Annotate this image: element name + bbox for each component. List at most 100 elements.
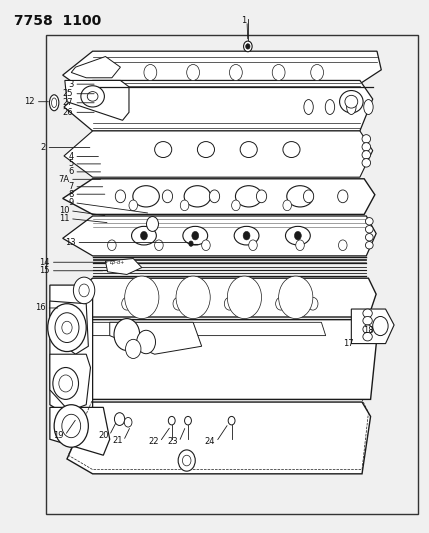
Ellipse shape: [283, 142, 300, 158]
Circle shape: [115, 190, 126, 203]
Text: 5: 5: [68, 159, 73, 168]
Polygon shape: [64, 80, 373, 131]
Circle shape: [173, 297, 183, 310]
Ellipse shape: [362, 151, 371, 159]
Ellipse shape: [363, 309, 372, 318]
Circle shape: [184, 416, 191, 425]
Polygon shape: [67, 402, 371, 474]
Circle shape: [249, 240, 257, 251]
Text: 3: 3: [68, 79, 73, 88]
Circle shape: [246, 44, 250, 49]
Circle shape: [55, 313, 79, 343]
Circle shape: [129, 200, 138, 211]
Text: 18: 18: [363, 326, 374, 335]
Ellipse shape: [340, 91, 363, 113]
Circle shape: [257, 190, 267, 203]
Circle shape: [311, 64, 323, 80]
Ellipse shape: [363, 333, 372, 341]
Circle shape: [230, 64, 242, 80]
Circle shape: [124, 417, 132, 427]
Ellipse shape: [154, 142, 172, 158]
Polygon shape: [63, 278, 376, 317]
Text: 23: 23: [168, 438, 178, 447]
Circle shape: [125, 276, 159, 319]
Circle shape: [192, 231, 199, 240]
Ellipse shape: [133, 185, 159, 207]
Ellipse shape: [183, 227, 208, 245]
Ellipse shape: [178, 284, 208, 311]
Circle shape: [338, 190, 348, 203]
Ellipse shape: [184, 185, 211, 207]
Circle shape: [232, 200, 240, 211]
Text: 19: 19: [54, 431, 64, 440]
Polygon shape: [50, 285, 93, 418]
Polygon shape: [65, 80, 129, 120]
Circle shape: [243, 231, 250, 240]
Ellipse shape: [281, 284, 311, 311]
Circle shape: [114, 319, 140, 351]
Ellipse shape: [363, 317, 372, 325]
Ellipse shape: [304, 100, 313, 115]
Circle shape: [48, 304, 86, 352]
Circle shape: [154, 240, 163, 251]
Text: 21: 21: [112, 437, 123, 446]
Text: 8: 8: [68, 190, 73, 199]
Circle shape: [126, 340, 141, 359]
Circle shape: [224, 297, 235, 310]
Circle shape: [62, 414, 81, 438]
Circle shape: [180, 200, 189, 211]
Text: 2: 2: [40, 143, 45, 152]
Ellipse shape: [127, 284, 157, 311]
Circle shape: [141, 231, 148, 240]
Ellipse shape: [366, 233, 373, 241]
Circle shape: [62, 321, 72, 334]
Ellipse shape: [362, 159, 371, 167]
Polygon shape: [63, 320, 377, 399]
Circle shape: [244, 41, 252, 52]
Circle shape: [279, 276, 313, 319]
Circle shape: [189, 241, 193, 246]
Polygon shape: [63, 179, 375, 214]
Ellipse shape: [230, 284, 260, 311]
Ellipse shape: [240, 142, 257, 158]
Ellipse shape: [366, 241, 373, 249]
Circle shape: [79, 284, 89, 297]
Ellipse shape: [49, 95, 59, 111]
Ellipse shape: [236, 185, 262, 207]
Polygon shape: [351, 309, 394, 344]
Circle shape: [202, 240, 210, 251]
Ellipse shape: [197, 142, 214, 158]
Text: 12: 12: [24, 97, 35, 106]
Circle shape: [122, 297, 132, 310]
Circle shape: [162, 190, 172, 203]
Circle shape: [228, 416, 235, 425]
Polygon shape: [63, 51, 381, 96]
Circle shape: [144, 64, 157, 80]
Ellipse shape: [362, 143, 371, 151]
Circle shape: [272, 64, 285, 80]
Ellipse shape: [234, 227, 259, 245]
Ellipse shape: [87, 92, 98, 101]
Ellipse shape: [347, 100, 356, 115]
Circle shape: [54, 405, 88, 447]
Text: 14: 14: [39, 258, 50, 266]
Text: 24: 24: [205, 438, 215, 447]
Ellipse shape: [132, 227, 156, 245]
Ellipse shape: [81, 86, 104, 107]
Circle shape: [137, 330, 155, 354]
Polygon shape: [50, 354, 91, 411]
Polygon shape: [106, 259, 142, 274]
Polygon shape: [50, 407, 110, 455]
Polygon shape: [63, 216, 376, 256]
Text: 4: 4: [68, 152, 73, 161]
Circle shape: [308, 297, 318, 310]
Circle shape: [187, 64, 199, 80]
Text: 9: 9: [68, 198, 73, 207]
Polygon shape: [50, 301, 88, 354]
Circle shape: [294, 231, 301, 240]
Text: 17: 17: [343, 339, 353, 348]
Text: 7: 7: [68, 182, 73, 191]
Text: 15: 15: [39, 266, 50, 275]
Circle shape: [53, 368, 79, 399]
Polygon shape: [64, 131, 373, 177]
